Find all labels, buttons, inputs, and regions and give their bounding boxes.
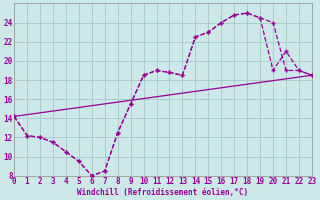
- X-axis label: Windchill (Refroidissement éolien,°C): Windchill (Refroidissement éolien,°C): [77, 188, 249, 197]
